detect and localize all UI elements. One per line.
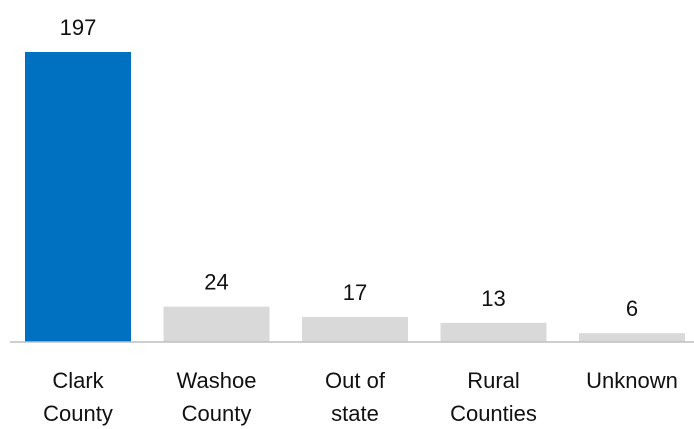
category-label-4: Unknown (586, 368, 678, 393)
value-label-0: 197 (60, 15, 97, 40)
category-label-line: Out of (325, 368, 386, 393)
category-label-line: state (331, 401, 379, 426)
category-label-line: Clark (52, 368, 104, 393)
bar-4 (579, 333, 685, 342)
category-label-line: Washoe (177, 368, 257, 393)
bar-2 (302, 316, 408, 342)
category-labels-group: Clark County Washoe County Out of state Rural C… (43, 368, 678, 426)
category-label-1: Washoe County (177, 368, 257, 426)
category-label-line: Rural (467, 368, 520, 393)
value-label-1: 24 (204, 270, 228, 295)
bar-1 (163, 306, 270, 342)
value-label-3: 13 (481, 286, 505, 311)
category-label-0: Clark County (43, 368, 113, 426)
value-label-2: 17 (343, 280, 367, 305)
category-label-line: Counties (450, 401, 537, 426)
bar-0 (25, 52, 131, 342)
value-labels-group: 197 24 17 13 6 (60, 15, 638, 321)
category-label-2: Out of state (325, 368, 386, 426)
category-label-line: Unknown (586, 368, 678, 393)
category-label-line: County (182, 401, 252, 426)
value-label-4: 6 (626, 296, 638, 321)
bar-3 (440, 322, 547, 342)
category-label-line: County (43, 401, 113, 426)
category-label-3: Rural Counties (450, 368, 537, 426)
bars-group (25, 52, 685, 342)
